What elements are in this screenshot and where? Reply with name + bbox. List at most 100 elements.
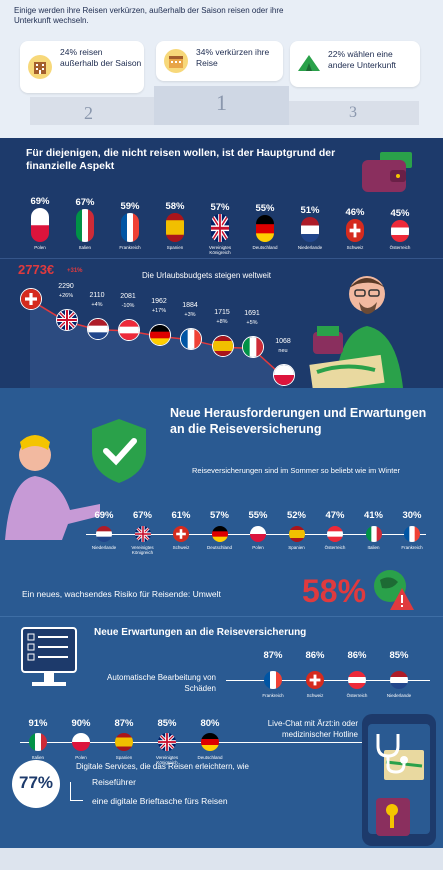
finance-country-label: Vereinigtes Königreich	[208, 245, 232, 255]
podium-card-offseason: 24% reisen außerhalb der Saison	[20, 41, 144, 93]
budget-value-label: 1068	[275, 338, 291, 346]
budget-title: Die Urlaubsbudgets steigen weltweit	[142, 271, 271, 280]
digital-connector	[70, 782, 83, 801]
budget-flag	[242, 336, 264, 359]
insurance-flag	[211, 526, 228, 542]
chat-value-label: 90%	[71, 718, 91, 729]
insurance-value-label: 30%	[402, 510, 422, 521]
finance-country-label: Polen	[34, 245, 46, 250]
finance-country-label: Deutschland	[252, 245, 278, 250]
tent-icon	[296, 51, 322, 75]
environment-risk-label: Ein neues, wachsendes Risiko für Reisend…	[22, 589, 221, 599]
finance-country-label: Frankreich	[119, 245, 141, 250]
environment-risk-value: 58%	[302, 573, 367, 609]
auto-value-label: 85%	[389, 650, 409, 661]
digital-value: 77%	[18, 773, 54, 792]
auto-claims-label: Automatische Bearbeitung von Schäden	[107, 673, 216, 693]
globe-icon	[372, 568, 416, 612]
finance-value-label: 51%	[300, 204, 320, 216]
podium-text-offseason: 24% reisen außerhalb der Saison	[60, 47, 142, 68]
insurance-heading: Neue Herausforderungen und Erwartungen a…	[170, 406, 427, 436]
expectations-heading: Neue Erwartungen an die Reiseversicherun…	[94, 627, 307, 638]
finance-country-label: Spanien	[166, 245, 184, 250]
section1-title: Einige werden ihre Reisen verkürzen, auß…	[14, 6, 284, 25]
chat-flag	[115, 733, 133, 751]
finance-value-label: 67%	[75, 196, 95, 208]
auto-flag	[264, 671, 282, 689]
budget-value-label: 1884	[182, 301, 198, 309]
checklist-icon	[18, 626, 80, 696]
insurance-value-label: 52%	[286, 510, 306, 521]
insurance-divider	[0, 616, 443, 617]
finance-bar	[391, 219, 409, 242]
insurance-country-label: Vereinigtes Königreich	[131, 545, 154, 555]
budget-change-label: neu	[278, 348, 288, 355]
insurance-flag	[365, 526, 382, 542]
chat-flag	[29, 733, 47, 751]
budget-flag	[56, 309, 78, 332]
budget-change-label: -10%	[121, 302, 135, 309]
finance-bar	[346, 219, 364, 242]
rank-1: 1	[216, 90, 227, 115]
digital-item-wallet: eine digitale Brieftasche fürs Reisen	[92, 796, 228, 806]
podium-text-shorten: 34% verkürzen ihre Reise	[196, 47, 270, 68]
insurance-flag	[173, 526, 189, 542]
insurance-popularity-title: Reiseversicherungen sind im Sommer so be…	[192, 466, 400, 475]
chat-country-label: Spanien	[115, 755, 133, 760]
budget-change-label: +4%	[91, 301, 103, 308]
podium-text-accommodation: 22% wählen eine andere Unterkunft	[328, 49, 397, 70]
person-illustration	[0, 420, 100, 540]
chat-axis-line	[20, 742, 362, 743]
finance-bar	[211, 213, 229, 242]
auto-value-label: 87%	[263, 650, 283, 661]
budget-value-label: 2773€	[18, 262, 55, 277]
auto-country-label: Niederlande	[386, 693, 412, 698]
traveler-illustration	[305, 262, 443, 393]
insurance-value-label: 57%	[209, 510, 229, 521]
finance-country-label: Österreich	[389, 245, 411, 250]
budget-flag	[180, 327, 202, 350]
rank-2: 2	[84, 103, 93, 123]
finance-value-label: 58%	[165, 201, 185, 212]
podium-card-shorten: 34% verkürzen ihre Reise	[156, 41, 283, 81]
chat-country-label: Italien	[31, 755, 44, 760]
finance-value-label: 45%	[390, 207, 410, 219]
budget-value-label: 1691	[244, 310, 260, 318]
budget-flag	[273, 364, 295, 387]
finance-value-label: 69%	[30, 195, 50, 207]
chat-value-label: 85%	[157, 718, 177, 729]
budget-flag	[212, 335, 234, 358]
chat-country-label: Vereinigtes Königreich	[155, 755, 179, 765]
insurance-value-label: 47%	[325, 510, 345, 521]
finance-value-label: 55%	[255, 202, 275, 214]
finance-country-label: Schweiz	[346, 245, 364, 250]
chat-flag	[72, 733, 90, 751]
budget-flag	[87, 317, 109, 340]
budget-flag	[149, 324, 171, 347]
insurance-flag	[96, 526, 112, 542]
finance-bar	[166, 213, 184, 242]
insurance-flag	[404, 526, 420, 542]
auto-country-label: Österreich	[346, 693, 368, 698]
finance-country-label: Niederlande	[297, 245, 323, 250]
finance-value-label: 57%	[210, 201, 230, 213]
insurance-country-label: Deutschland	[206, 545, 233, 550]
insurance-country-label: Österreich	[324, 545, 346, 550]
finance-value-label: 59%	[120, 200, 140, 212]
calendar-icon	[164, 49, 188, 73]
budget-value-label: 2110	[89, 291, 105, 299]
footer-band	[0, 848, 443, 870]
insurance-flag	[327, 526, 343, 542]
chat-value-label: 80%	[200, 718, 220, 729]
auto-flag	[348, 671, 366, 689]
budget-change-label: +5%	[246, 320, 258, 327]
chat-country-label: Polen	[75, 755, 87, 760]
auto-flag	[306, 671, 324, 689]
insurance-flag	[250, 526, 266, 542]
auto-value-label: 86%	[305, 650, 325, 661]
auto-country-label: Frankreich	[262, 693, 284, 698]
insurance-value-label: 41%	[363, 510, 383, 521]
insurance-country-label: Niederlande	[91, 545, 117, 550]
chat-flag	[201, 733, 219, 751]
